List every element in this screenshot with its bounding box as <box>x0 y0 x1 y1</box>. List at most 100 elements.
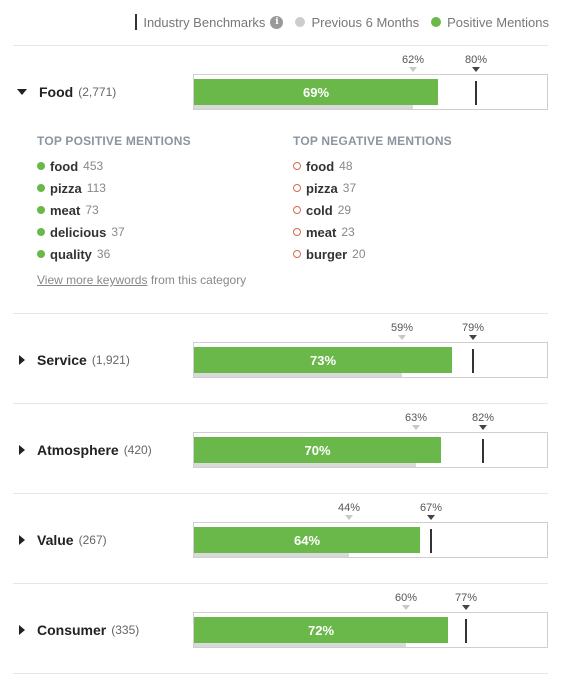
benchmark-line <box>475 81 477 105</box>
positive-keyword: food 453 <box>37 155 191 177</box>
previous-fill <box>194 103 413 109</box>
benchmark-line <box>472 349 474 373</box>
previous-marker-label: 60% <box>394 592 418 604</box>
category-count: (420) <box>123 443 152 457</box>
keyword-count: 29 <box>337 203 352 217</box>
benchmark-marker: 67% <box>411 502 451 520</box>
sentiment-bar: 73% 59% 79% <box>193 322 548 378</box>
keyword: burger <box>306 246 348 262</box>
previous-marker: 63% <box>396 412 436 430</box>
triangle-down-icon <box>469 335 477 340</box>
keyword-count: 37 <box>342 181 357 195</box>
caret-right-icon <box>19 625 25 635</box>
caret-right-icon <box>19 355 25 365</box>
category-toggle-consumer[interactable]: Consumer (335) <box>17 612 139 648</box>
triangle-down-icon <box>402 605 410 610</box>
positive-fill: 64% <box>194 527 420 553</box>
more-keywords-suffix: from this category <box>147 273 247 287</box>
negative-dot-icon <box>293 184 301 192</box>
previous-fill <box>194 641 406 647</box>
category-row-value: Value (267) 64% 44% 67% <box>0 502 569 558</box>
benchmark-marker-label: 82% <box>471 412 495 424</box>
negative-keyword: food 48 <box>293 155 452 177</box>
benchmark-line <box>465 619 467 643</box>
negative-title: TOP NEGATIVE MENTIONS <box>293 134 452 148</box>
previous-marker: 44% <box>329 502 369 520</box>
triangle-down-icon <box>462 605 470 610</box>
previous-marker: 59% <box>382 322 422 340</box>
benchmark-marker: 80% <box>456 54 496 72</box>
keyword: pizza <box>50 180 82 196</box>
info-icon[interactable]: i <box>270 15 284 29</box>
positive-dot-icon <box>37 162 45 170</box>
keyword-count: 37 <box>111 225 125 239</box>
category-name: Value <box>37 532 74 548</box>
previous-marker-label: 44% <box>337 502 361 514</box>
previous-marker-label: 63% <box>404 412 428 424</box>
category-toggle-atmosphere[interactable]: Atmosphere (420) <box>17 432 152 468</box>
previous-marker-label: 62% <box>401 54 425 66</box>
positive-dot-icon <box>37 228 45 236</box>
negative-keyword: burger 20 <box>293 243 452 265</box>
benchmark-marker: 82% <box>463 412 503 430</box>
legend-positive-mentions: Positive Mentions <box>431 15 549 30</box>
benchmark-marker-icon <box>135 14 138 30</box>
triangle-down-icon <box>398 335 406 340</box>
category-toggle-service[interactable]: Service (1,921) <box>17 342 130 378</box>
positive-title: TOP POSITIVE MENTIONS <box>37 134 191 148</box>
more-keywords: View more keywords from this category <box>37 273 246 287</box>
caret-right-icon <box>19 445 25 455</box>
positive-fill: 73% <box>194 347 452 373</box>
previous-marker: 62% <box>393 54 433 72</box>
keyword-count: 36 <box>96 247 111 261</box>
negative-dot-icon <box>293 162 301 170</box>
triangle-down-icon <box>472 67 480 72</box>
keyword: cold <box>306 202 333 218</box>
category-name: Service <box>37 352 87 368</box>
positive-keyword: meat 73 <box>37 199 191 221</box>
category-count: (335) <box>111 623 140 637</box>
divider <box>13 583 548 584</box>
keyword: meat <box>50 202 81 218</box>
positive-fill: 70% <box>194 437 441 463</box>
category-name: Food <box>39 84 74 100</box>
triangle-down-icon <box>427 515 435 520</box>
triangle-down-icon <box>409 67 417 72</box>
legend-benchmarks-label: Industry Benchmarks <box>143 14 266 30</box>
benchmark-marker: 77% <box>446 592 486 610</box>
keyword-count: 23 <box>341 225 355 239</box>
benchmark-marker-label: 67% <box>419 502 443 514</box>
keyword: pizza <box>306 180 338 196</box>
keyword: food <box>50 158 79 174</box>
previous-marker-label: 59% <box>390 322 414 334</box>
legend: Industry Benchmarks i Previous 6 Months … <box>135 13 549 31</box>
category-row-food: Food (2,771) 69% 62% 80% <box>0 54 569 110</box>
legend-previous-6-months: Previous 6 Months <box>295 15 419 30</box>
caret-down-icon <box>17 89 27 95</box>
positive-keyword: pizza 113 <box>37 177 191 199</box>
benchmark-line <box>482 439 484 463</box>
view-more-keywords-link[interactable]: View more keywords <box>37 273 148 287</box>
gray-dot-icon <box>295 17 306 27</box>
category-count: (267) <box>78 533 107 547</box>
positive-fill: 69% <box>194 79 438 105</box>
keyword-count: 48 <box>339 159 353 173</box>
divider <box>13 313 548 314</box>
sentiment-bar: 69% 62% 80% <box>193 54 548 110</box>
sentiment-bar: 64% 44% 67% <box>193 502 548 558</box>
negative-keyword: pizza 37 <box>293 177 452 199</box>
previous-fill <box>194 371 402 377</box>
divider <box>13 45 548 46</box>
category-count: (2,771) <box>78 85 117 99</box>
legend-positive-label: Positive Mentions <box>447 14 549 30</box>
positive-dot-icon <box>37 250 45 258</box>
negative-dot-icon <box>293 206 301 214</box>
category-toggle-food[interactable]: Food (2,771) <box>17 74 116 110</box>
category-toggle-value[interactable]: Value (267) <box>17 522 107 558</box>
positive-dot-icon <box>37 206 45 214</box>
negative-dot-icon <box>293 250 301 258</box>
top-positive-mentions: TOP POSITIVE MENTIONS food 453 pizza 113 m… <box>37 134 191 265</box>
keyword-count: 73 <box>85 203 99 217</box>
negative-keyword: meat 23 <box>293 221 452 243</box>
benchmark-marker-label: 79% <box>461 322 485 334</box>
